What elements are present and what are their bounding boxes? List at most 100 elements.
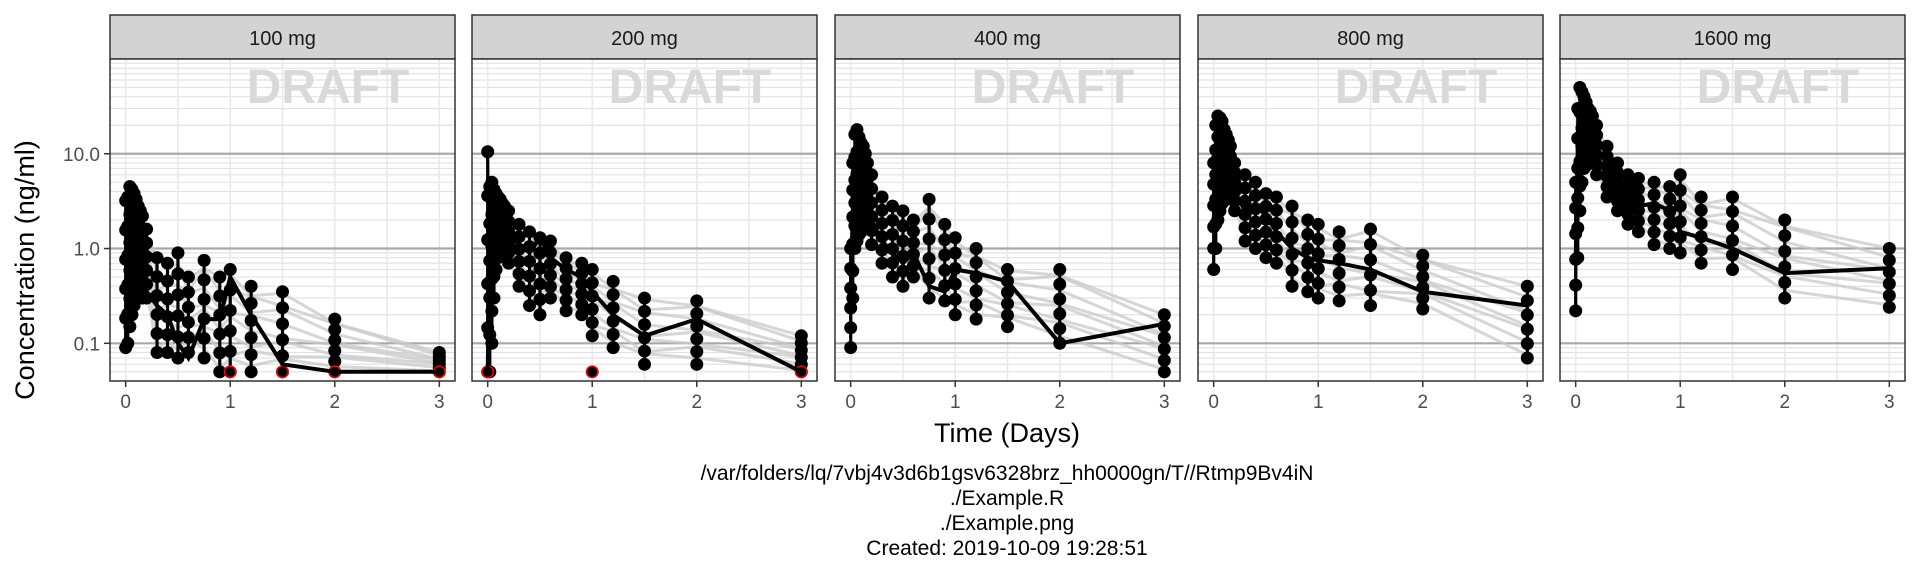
observation-point (1621, 178, 1635, 192)
x-tick-label: 3 (434, 392, 445, 413)
x-tick-label: 2 (1054, 392, 1065, 413)
observation-point (875, 190, 889, 204)
observation-point (197, 253, 211, 267)
observation-point (1259, 187, 1273, 201)
observation-point (213, 365, 227, 379)
observation-point (886, 256, 899, 270)
facet-strip (1559, 14, 1906, 60)
observation-point (1332, 280, 1346, 294)
observation-point (1259, 225, 1273, 239)
observation-point (523, 254, 536, 268)
blq-point-core (434, 366, 445, 377)
observation-point (181, 300, 195, 314)
observation-point (886, 270, 899, 284)
observation-point (244, 348, 258, 362)
observation-point (150, 308, 164, 322)
observation-point (140, 250, 154, 264)
observation-point (197, 331, 211, 345)
observation-point (1726, 204, 1739, 218)
observation-point (1285, 231, 1299, 245)
observation-point (1416, 259, 1430, 273)
observation-point (1520, 308, 1534, 322)
observation-point (886, 213, 899, 227)
observation-point (1269, 243, 1283, 257)
observation-point (844, 321, 858, 335)
y-axis-label: Concentration (ng/ml) (10, 140, 40, 400)
x-tick-label: 0 (1570, 392, 1581, 413)
observation-point (1301, 213, 1315, 227)
observation-point (794, 329, 808, 343)
observation-point (969, 242, 983, 256)
observation-point (896, 219, 910, 233)
x-tick-label: 1 (1313, 392, 1324, 413)
observation-point (948, 231, 962, 245)
observation-point (1647, 225, 1661, 239)
observation-point (1600, 180, 1614, 194)
x-tick-label: 1 (1675, 392, 1686, 413)
observation-point (948, 246, 962, 260)
y-tick-label: 10.0 (63, 145, 100, 166)
observation-point (1520, 322, 1534, 336)
observation-point (502, 246, 516, 260)
facet-panel: 100 mg DRAFT 0 1 2 3 0.1 1.0 10.0 (63, 14, 456, 413)
observation-point (1285, 199, 1299, 213)
median-line (848, 185, 1165, 346)
observation-point (502, 256, 516, 270)
observation-point (543, 280, 557, 294)
observation-point (1663, 180, 1677, 194)
observation-point (171, 288, 185, 302)
observation-point (1694, 190, 1708, 204)
observation-point (1311, 262, 1325, 276)
observation-point (1249, 189, 1262, 203)
observation-point (1621, 217, 1635, 231)
observation-point (938, 233, 952, 247)
median-line (1211, 154, 1528, 308)
observation-point (1157, 331, 1171, 345)
observation-point (1611, 156, 1624, 170)
observation-point (875, 256, 889, 270)
observation-point (1053, 322, 1067, 336)
observation-point (276, 285, 289, 299)
observation-point (969, 256, 983, 270)
x-tick-label: 0 (482, 392, 493, 413)
observation-point (948, 308, 962, 322)
observation-point (1631, 171, 1645, 185)
facet-strip (834, 14, 1181, 60)
caption-output-file: ./Example.png (940, 512, 1074, 535)
observation-point (543, 234, 557, 248)
observation-point (575, 287, 589, 301)
x-axis-label: Time (Days) (934, 418, 1080, 448)
caption-created-timestamp: Created: 2019-10-09 19:28:51 (866, 537, 1147, 560)
observation-point (1157, 342, 1171, 356)
panel-border (109, 58, 456, 382)
observation-point (1694, 216, 1708, 230)
observation-point (161, 328, 174, 342)
observation-point (1311, 247, 1325, 261)
observation-point (690, 357, 704, 371)
observation-point (922, 192, 936, 206)
draft-watermark: DRAFT (609, 61, 772, 114)
observation-point (638, 318, 651, 332)
x-tick-label: 2 (329, 392, 340, 413)
observation-point (161, 274, 174, 288)
observation-point (197, 292, 211, 306)
observation-point (502, 204, 516, 218)
observation-point (875, 216, 889, 230)
observation-point (523, 299, 536, 313)
median-line (123, 246, 440, 374)
observation-point (938, 248, 952, 262)
observation-point (1223, 139, 1237, 153)
observation-point (533, 246, 547, 260)
observation-point (844, 341, 858, 355)
observation-point (1416, 291, 1430, 305)
observation-point (328, 312, 342, 326)
observation-point (140, 264, 154, 278)
observation-point (1238, 181, 1252, 195)
observation-point (922, 232, 936, 246)
observation-point (1647, 238, 1661, 252)
observation-point (171, 246, 185, 260)
panel-border (834, 58, 1181, 382)
observation-point (512, 267, 526, 281)
facet-strip-label: 1600 mg (1694, 28, 1772, 50)
observation-point (1778, 291, 1792, 305)
